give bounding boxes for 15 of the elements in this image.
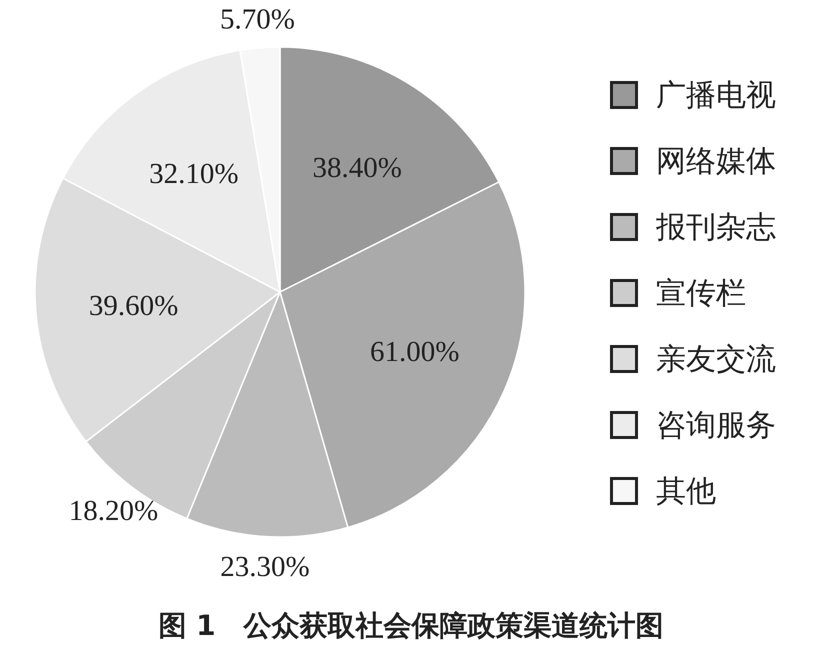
text: 图 1 公众获取社会保障政策渠道统计图 (158, 609, 664, 642)
data-label: 39.60% (88, 290, 178, 322)
data-label: 5.70% (220, 4, 295, 36)
legend-label: 亲友交流 (656, 342, 776, 377)
data-label: 18.20% (68, 495, 158, 528)
data-label: 32.10% (149, 158, 239, 190)
legend-label: 广播电视 (656, 78, 776, 113)
data-label: 38.40% (312, 152, 402, 184)
legend-label: 宣传栏 (656, 276, 746, 311)
data-label: 61.00% (370, 336, 460, 368)
legend-label: 报刊杂志 (655, 210, 776, 245)
legend-label: 咨询服务 (656, 408, 776, 443)
legend-label: 其他 (656, 474, 716, 509)
legend-label: 网络媒体 (656, 144, 776, 179)
data-label: 23.30% (220, 550, 310, 583)
